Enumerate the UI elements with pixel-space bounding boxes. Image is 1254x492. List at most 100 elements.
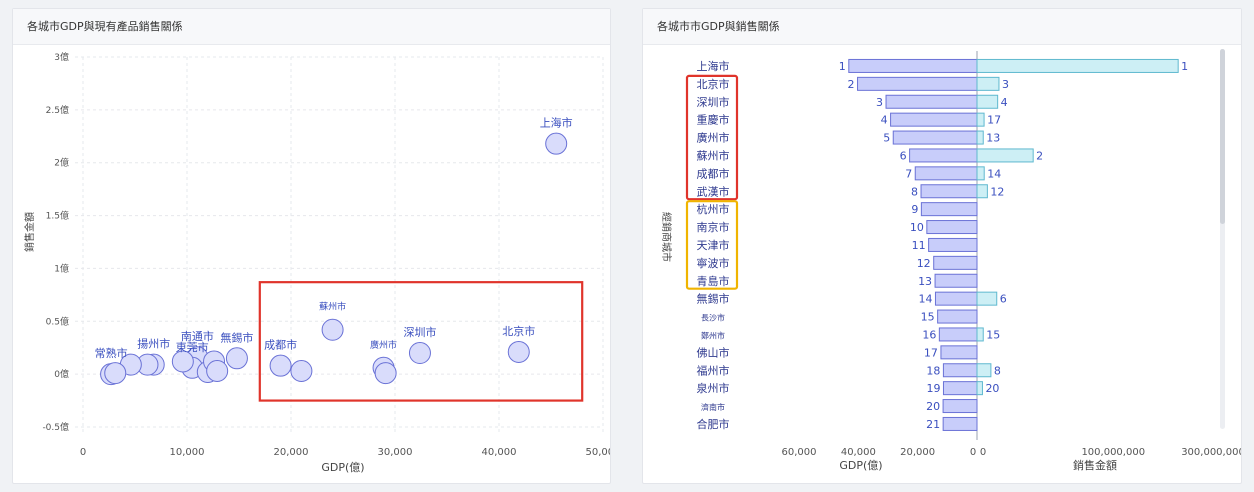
gdp-rank-label: 20 [926,400,940,413]
x-axis-title: GDP(億) [321,461,364,474]
gdp-bar [909,148,978,163]
gdp-rank-label: 8 [911,185,918,198]
gdp-bar [942,416,978,431]
gdp-rank-label: 13 [918,275,932,288]
sales-bar [976,363,992,378]
bar-chart-scrollbar[interactable] [1220,49,1225,429]
sales-bar [976,94,999,109]
gdp-rank-label: 1 [839,60,846,73]
gdp-bar [928,237,978,252]
gdp-rank-label: 17 [924,346,938,359]
scatter-point [225,347,248,370]
gdp-rank-label: 16 [922,328,936,341]
city-label: 天津市 [697,238,730,252]
point-label: 揚州市 [137,337,170,351]
sales-rank-label: 2 [1036,149,1043,162]
gdp-bar [914,166,978,181]
city-label: 重慶市 [697,113,730,127]
sales-bar [976,112,985,127]
sales-rank-label: 15 [986,328,1000,341]
sales-bar [976,166,985,181]
city-label: 長沙市 [701,313,725,323]
scatter-point [269,354,292,377]
city-label: 上海市 [697,59,730,73]
sales-bar [976,58,1179,73]
gdp-bar [848,58,978,73]
city-label: 廣州市 [697,131,730,145]
sales-rank-label: 12 [990,185,1004,198]
city-label: 福州市 [697,363,730,377]
y-tick-label: 1.5億 [46,210,69,222]
x-tick-label: 50,000 [586,447,611,458]
city-label: 無錫市 [697,292,730,306]
city-group-box [685,74,739,201]
point-label: 南通市 [181,329,214,343]
gdp-bar [934,273,978,288]
gdp-rank-label: 6 [900,149,907,162]
y-tick-label: 0億 [54,368,69,380]
city-label: 深圳市 [697,95,730,109]
city-label: 杭州市 [697,202,730,216]
gdp-axis-tick: 20,000 [900,447,935,458]
x-tick-label: 30,000 [378,447,413,458]
city-label: 武漢市 [697,184,730,198]
point-label: 深圳市 [403,325,436,339]
x-tick-label: 0 [80,447,86,458]
sales-bar [976,130,984,145]
gdp-rank-label: 21 [926,418,940,431]
bar-chart-scroll-thumb[interactable] [1220,49,1225,224]
sales-rank-label: 1 [1181,60,1188,73]
sales-axis-tick: 0 [980,447,986,458]
gdp-bar [933,255,978,270]
gdp-rank-label: 18 [926,364,940,377]
city-label: 泉州市 [697,381,730,395]
gdp-bar [892,130,978,145]
y-tick-label: -0.5億 [42,421,69,433]
gdp-rank-label: 19 [926,382,940,395]
city-label: 北京市 [697,77,730,91]
sales-bar [976,291,998,306]
sales-rank-label: 14 [987,167,1001,180]
sales-rank-label: 3 [1002,78,1009,91]
city-label: 鄭州市 [701,330,725,340]
gdp-bar [934,291,978,306]
y-tick-label: 0.5億 [46,315,69,327]
sales-bar [976,381,983,396]
y-tick-label: 2.5億 [46,104,69,116]
bar-panel-title: 各城市市GDP與銷售關係 [643,9,1241,45]
x-tick-label: 40,000 [482,447,517,458]
city-label: 青島市 [697,274,730,288]
gdp-rank-label: 7 [905,167,912,180]
gdp-bar [940,345,978,360]
gdp-bar [857,76,978,91]
gdp-bar [920,184,978,199]
sales-rank-label: 17 [987,114,1001,127]
gdp-axis-title: GDP(億) [839,459,882,472]
gdp-rank-label: 15 [921,311,935,324]
y-axis-title: 銷售金額 [23,212,36,252]
sales-axis-tick: 300,000,000 [1181,447,1241,458]
gdp-rank-label: 14 [918,293,932,306]
scatter-point [374,362,397,385]
point-label: 成都市 [264,338,297,352]
sales-axis-tick: 100,000,000 [1081,447,1145,458]
city-label: 蘇州市 [697,148,730,162]
city-label: 南京市 [697,220,730,234]
sales-bar [976,327,984,342]
point-label: 常熟市 [95,346,128,360]
scatter-panel-title: 各城市GDP與現有產品銷售關係 [13,9,610,45]
gdp-bar [938,327,978,342]
gdp-rank-label: 5 [883,132,890,145]
gdp-rank-label: 4 [881,114,888,127]
scatter-chart: -0.5億 0億 0.5億 1億 1.5億 2億 2.5億 3億 0 10,000 20,000 30… [23,51,611,474]
y-tick-label: 3億 [54,51,69,63]
scatter-point [507,340,530,363]
gdp-rank-label: 10 [910,221,924,234]
bar-chart: 60,000 40,000 20,000 0 0 100,000,000 300,000,0… [660,51,1241,472]
gdp-rank-label: 3 [876,96,883,109]
city-group-box [685,200,739,290]
city-axis-title: 經銷商城市 [660,212,673,262]
gdp-axis-tick: 40,000 [841,447,876,458]
scatter-panel: 各城市GDP與現有產品銷售關係 -0.5億 0億 0.5億 1億 1.5億 2億 2.5億 3… [12,8,611,484]
sales-rank-label: 20 [985,382,999,395]
